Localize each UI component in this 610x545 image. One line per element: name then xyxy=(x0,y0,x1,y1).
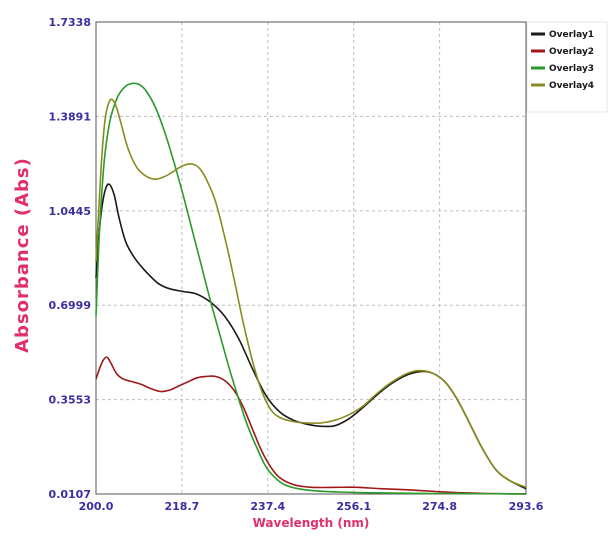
legend: Overlay1 Overlay2 Overlay3 Overlay4 xyxy=(526,21,608,113)
legend-label-overlay1: Overlay1 xyxy=(549,30,594,40)
series-line-overlay2 xyxy=(95,356,527,495)
grid-lines xyxy=(96,22,526,494)
x-tick-label: 274.8 xyxy=(422,500,457,513)
series-lines xyxy=(95,82,527,495)
y-tick-label: 0.6999 xyxy=(49,299,91,312)
series-line-overlay4 xyxy=(95,98,527,489)
y-tick-label: 1.7338 xyxy=(49,16,91,29)
y-tick-label: 1.0445 xyxy=(49,205,91,218)
x-tick-label: 293.6 xyxy=(509,500,544,513)
tick-labels: 200.0 218.7 237.4 256.1 274.8 293.6 0.0107 0.35… xyxy=(49,16,544,513)
x-tick-label: 256.1 xyxy=(336,500,371,513)
y-tick-label: 0.0107 xyxy=(49,488,91,501)
y-tick-label: 1.3891 xyxy=(49,110,91,123)
y-axis-title: Absorbance (Abs) xyxy=(12,157,33,353)
x-tick-label: 200.0 xyxy=(79,500,114,513)
legend-label-overlay2: Overlay2 xyxy=(549,47,594,57)
x-tick-label: 218.7 xyxy=(165,500,200,513)
x-axis-title: Wavelength (nm) xyxy=(253,516,370,530)
legend-label-overlay3: Overlay3 xyxy=(549,64,594,74)
x-tick-label: 237.4 xyxy=(250,500,285,513)
y-tick-label: 0.3553 xyxy=(49,394,91,407)
legend-label-overlay4: Overlay4 xyxy=(549,81,594,91)
